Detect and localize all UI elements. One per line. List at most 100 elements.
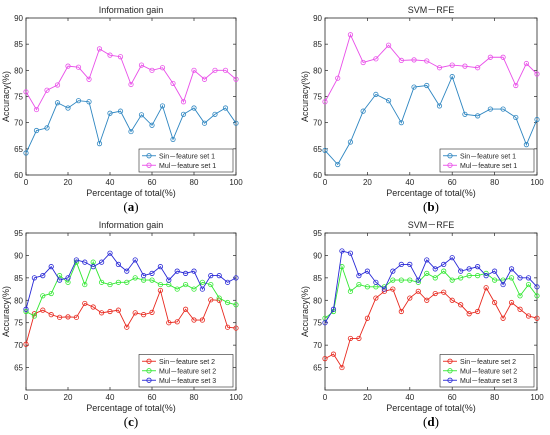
data-point <box>174 286 180 292</box>
data-point <box>523 142 530 148</box>
data-point <box>462 63 468 69</box>
data-point <box>475 264 481 270</box>
data-point <box>33 127 40 134</box>
data-point <box>347 250 354 256</box>
data-point <box>149 122 155 128</box>
x-tick-label: 80 <box>490 393 499 402</box>
x-tick-label: 20 <box>363 393 372 402</box>
x-axis-label: Percentage of total(%) <box>386 188 476 198</box>
panel-label: (d) <box>423 414 439 429</box>
data-point <box>115 279 122 285</box>
legend-entry: Sin－feature set 1 <box>460 154 516 161</box>
data-point <box>208 281 214 288</box>
data-point <box>149 309 155 315</box>
data-point <box>96 46 103 52</box>
legend-swatch-marker <box>447 358 453 364</box>
data-point <box>166 277 172 283</box>
x-tick-label: 40 <box>405 178 414 187</box>
data-point <box>180 99 187 105</box>
y-tick-label: 75 <box>14 93 23 102</box>
data-point <box>517 293 523 299</box>
x-tick-label: 100 <box>229 393 243 402</box>
legend-entry: Mul－feature set 1 <box>460 163 517 170</box>
data-point <box>390 286 396 292</box>
data-point <box>48 264 54 270</box>
data-point <box>191 268 197 274</box>
data-point <box>233 275 239 281</box>
data-point <box>149 67 155 73</box>
data-point <box>82 281 88 288</box>
data-point <box>117 108 124 114</box>
data-point <box>360 59 366 66</box>
legend-swatch-marker <box>146 368 152 374</box>
data-point <box>347 32 354 38</box>
series-line-2 <box>25 48 237 111</box>
data-point <box>458 268 464 274</box>
data-point <box>222 105 229 111</box>
y-tick-label: 90 <box>14 251 23 260</box>
data-point <box>201 76 208 82</box>
data-point <box>513 82 519 89</box>
y-tick-label: 75 <box>313 93 322 102</box>
data-point <box>138 62 145 68</box>
y-tick-label: 90 <box>14 14 23 23</box>
y-tick-label: 85 <box>14 40 23 49</box>
y-axis-label: Accuracy(%) <box>300 286 310 337</box>
data-point <box>149 270 155 276</box>
data-point <box>475 308 481 315</box>
data-point <box>398 57 404 63</box>
data-point <box>475 113 481 119</box>
y-axis-label: Accuracy(%) <box>1 286 11 337</box>
data-point <box>23 150 29 156</box>
series-line-2 <box>324 264 538 319</box>
data-point <box>534 315 540 321</box>
data-point <box>364 268 370 274</box>
data-point <box>48 312 54 318</box>
y-tick-label: 70 <box>14 341 23 350</box>
chart-title: Information gain <box>99 220 164 230</box>
data-point <box>75 64 82 70</box>
x-tick-label: 80 <box>190 393 199 402</box>
chart-title: Information gain <box>99 5 164 15</box>
legend-box <box>138 148 234 173</box>
legend-swatch-marker <box>447 162 453 168</box>
data-point <box>385 42 392 48</box>
x-tick-label: 60 <box>148 178 157 187</box>
data-point <box>208 297 214 303</box>
legend-swatch-marker <box>447 368 453 374</box>
data-point <box>222 67 229 73</box>
data-point <box>107 52 113 58</box>
data-point <box>508 266 515 272</box>
data-point <box>107 281 113 288</box>
data-point <box>180 111 187 117</box>
legend-entry: Mul－feature set 2 <box>159 369 216 376</box>
data-point <box>436 65 443 71</box>
data-point <box>199 317 205 323</box>
legend: Sin－feature set 2 Mul－feature set 2 Mul－fe… <box>138 354 234 388</box>
data-point <box>449 255 455 261</box>
legend-entry: Mul－feature set 2 <box>460 369 517 376</box>
data-point <box>107 308 113 315</box>
data-point <box>54 82 61 88</box>
data-point <box>390 277 396 283</box>
data-point <box>339 364 345 371</box>
data-point <box>107 110 113 116</box>
x-axis-label: Percentage of total(%) <box>86 403 176 413</box>
x-tick-label: 0 <box>24 393 29 402</box>
chart-panel-a: 0 20 40 60 80 100 60 65 70 75 80 85 90 Information ga… <box>1 5 243 214</box>
x-tick-label: 100 <box>229 178 243 187</box>
x-axis-label: Percentage of total(%) <box>86 188 176 198</box>
data-point <box>107 250 113 256</box>
data-point <box>513 114 519 121</box>
data-point <box>407 277 413 283</box>
data-point <box>99 259 105 265</box>
series-line-2 <box>324 33 538 102</box>
series-line-2 <box>25 260 237 317</box>
data-point <box>356 273 362 279</box>
y-tick-label: 95 <box>14 229 23 238</box>
data-point <box>65 314 71 320</box>
data-point <box>117 54 124 60</box>
y-tick-label: 60 <box>313 171 322 180</box>
data-point <box>432 275 438 281</box>
legend-entry: Sin－feature set 2 <box>159 359 215 366</box>
